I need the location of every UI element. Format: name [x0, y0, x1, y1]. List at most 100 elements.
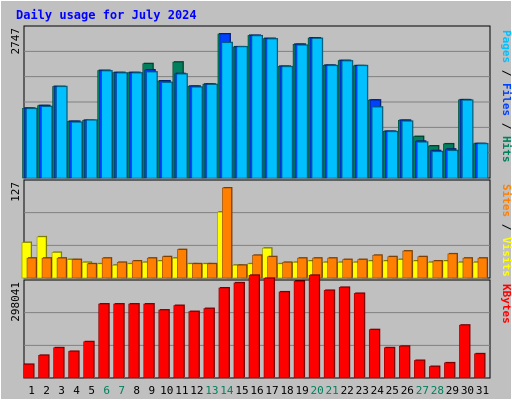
- series-pages: [26, 34, 489, 179]
- day-label: 20: [311, 384, 324, 397]
- bar-fill: [327, 257, 337, 279]
- panel-series-label: KBytes: [500, 284, 512, 324]
- bar-fill: [173, 305, 185, 379]
- bar-sites-day-28: [432, 259, 443, 279]
- bar-fill: [41, 257, 52, 279]
- bar-pages-day-2: [41, 105, 53, 179]
- bar-fill: [462, 100, 473, 179]
- bar-pages-day-13: [206, 83, 218, 179]
- day-label: 8: [133, 384, 140, 397]
- bar-fill: [338, 287, 350, 379]
- bar-fill: [236, 46, 248, 179]
- bar-fill: [71, 259, 82, 279]
- day-label: 31: [476, 384, 489, 397]
- bar-fill: [158, 309, 170, 379]
- bar-fill: [417, 256, 428, 279]
- bar-fill: [353, 293, 365, 379]
- bar-kbytes-day-15: [233, 281, 245, 379]
- bar-pages-day-3: [56, 85, 68, 179]
- bar-kbytes-day-10: [158, 309, 170, 379]
- bar-pages-day-6: [101, 70, 113, 179]
- bar-pages-day-26: [402, 120, 414, 179]
- axis-max-label: 2747: [9, 28, 22, 55]
- bar-sites-day-25: [387, 255, 398, 279]
- bar-sites-day-8: [131, 259, 143, 279]
- chart-panels: 2747 Pages / Files / Hits 127 Sites / Visit…: [9, 25, 512, 379]
- day-label: 1: [28, 384, 35, 397]
- axis-max-label: 127: [9, 182, 22, 202]
- bar-fill: [86, 263, 97, 279]
- bar-fill: [323, 290, 335, 379]
- bar-kbytes-day-13: [203, 307, 215, 379]
- bar-fill: [113, 303, 125, 379]
- panel-visits-sites: 127 Sites / Visits: [9, 179, 512, 279]
- series-label-part: KBytes: [500, 284, 512, 324]
- bar-fill: [477, 257, 488, 279]
- bar-sites-day-4: [71, 258, 83, 279]
- bar-pages-day-27: [417, 141, 429, 179]
- day-label: 4: [73, 384, 80, 397]
- bar-pages-day-1: [26, 107, 38, 179]
- bar-pages-day-25: [386, 130, 399, 179]
- bar-fill: [116, 72, 128, 179]
- bar-fill: [383, 347, 395, 379]
- bar-fill: [282, 262, 292, 279]
- bar-fill: [203, 308, 215, 379]
- bar-pages-day-18: [281, 65, 294, 179]
- bar-sites-day-24: [372, 254, 383, 279]
- bar-fill: [399, 345, 410, 379]
- day-label: 21: [326, 384, 339, 397]
- series-label-part: Pages: [500, 30, 512, 63]
- bar-fill: [474, 353, 485, 379]
- bar-pages-day-15: [236, 45, 248, 179]
- bar-fill: [326, 65, 338, 179]
- bar-pages-day-19: [296, 44, 309, 179]
- bar-fill: [128, 303, 140, 379]
- day-labels: 1 2 3 4 5 6 7 8 9 10 11 12 13 14 15 16 17 18 19 20 21 22 23 24 2…: [28, 384, 489, 397]
- bar-kbytes-day-21: [323, 289, 336, 379]
- series-kbytes: [23, 274, 486, 379]
- series-label-part: Visits: [500, 237, 512, 277]
- bar-fill: [146, 257, 157, 279]
- day-label: 11: [175, 384, 188, 397]
- bar-fill: [447, 150, 458, 179]
- bar-pages-day-29: [447, 149, 459, 179]
- bar-kbytes-day-1: [23, 363, 35, 379]
- bar-sites-day-19: [297, 257, 308, 279]
- bar-fill: [251, 35, 263, 179]
- bar-fill: [222, 187, 232, 279]
- bar-fill: [296, 45, 308, 179]
- bar-fill: [447, 253, 458, 279]
- bar-fill: [116, 262, 127, 279]
- bar-pages-day-16: [251, 34, 263, 179]
- bar-kbytes-day-19: [293, 280, 306, 379]
- bar-pages-day-14: [221, 41, 233, 179]
- bar-fill: [26, 108, 37, 179]
- bar-sites-day-26: [402, 250, 413, 279]
- bar-fill: [267, 256, 277, 279]
- bar-fill: [402, 121, 413, 179]
- day-label: 15: [235, 384, 248, 397]
- day-label: 6: [103, 384, 110, 397]
- bar-pages-day-21: [326, 64, 339, 179]
- day-label: 29: [446, 384, 459, 397]
- bar-fill: [176, 73, 188, 179]
- bar-fill: [432, 151, 443, 179]
- series-label-part: Files: [500, 83, 512, 116]
- bar-sites-day-23: [357, 258, 368, 279]
- bar-pages-day-17: [266, 38, 279, 179]
- bar-kbytes-day-5: [83, 340, 95, 379]
- day-label: 14: [220, 384, 234, 397]
- day-label: 2: [43, 384, 50, 397]
- series-sites: [26, 187, 488, 279]
- bar-kbytes-day-30: [459, 324, 471, 379]
- bar-kbytes-day-24: [368, 328, 381, 379]
- bar-pages-day-9: [146, 71, 158, 179]
- bar-fill: [83, 341, 94, 379]
- bar-fill: [38, 355, 49, 379]
- bar-kbytes-day-14: [218, 287, 230, 379]
- bar-sites-day-10: [162, 255, 173, 279]
- bar-pages-day-8: [131, 72, 143, 179]
- bar-kbytes-day-2: [38, 354, 50, 379]
